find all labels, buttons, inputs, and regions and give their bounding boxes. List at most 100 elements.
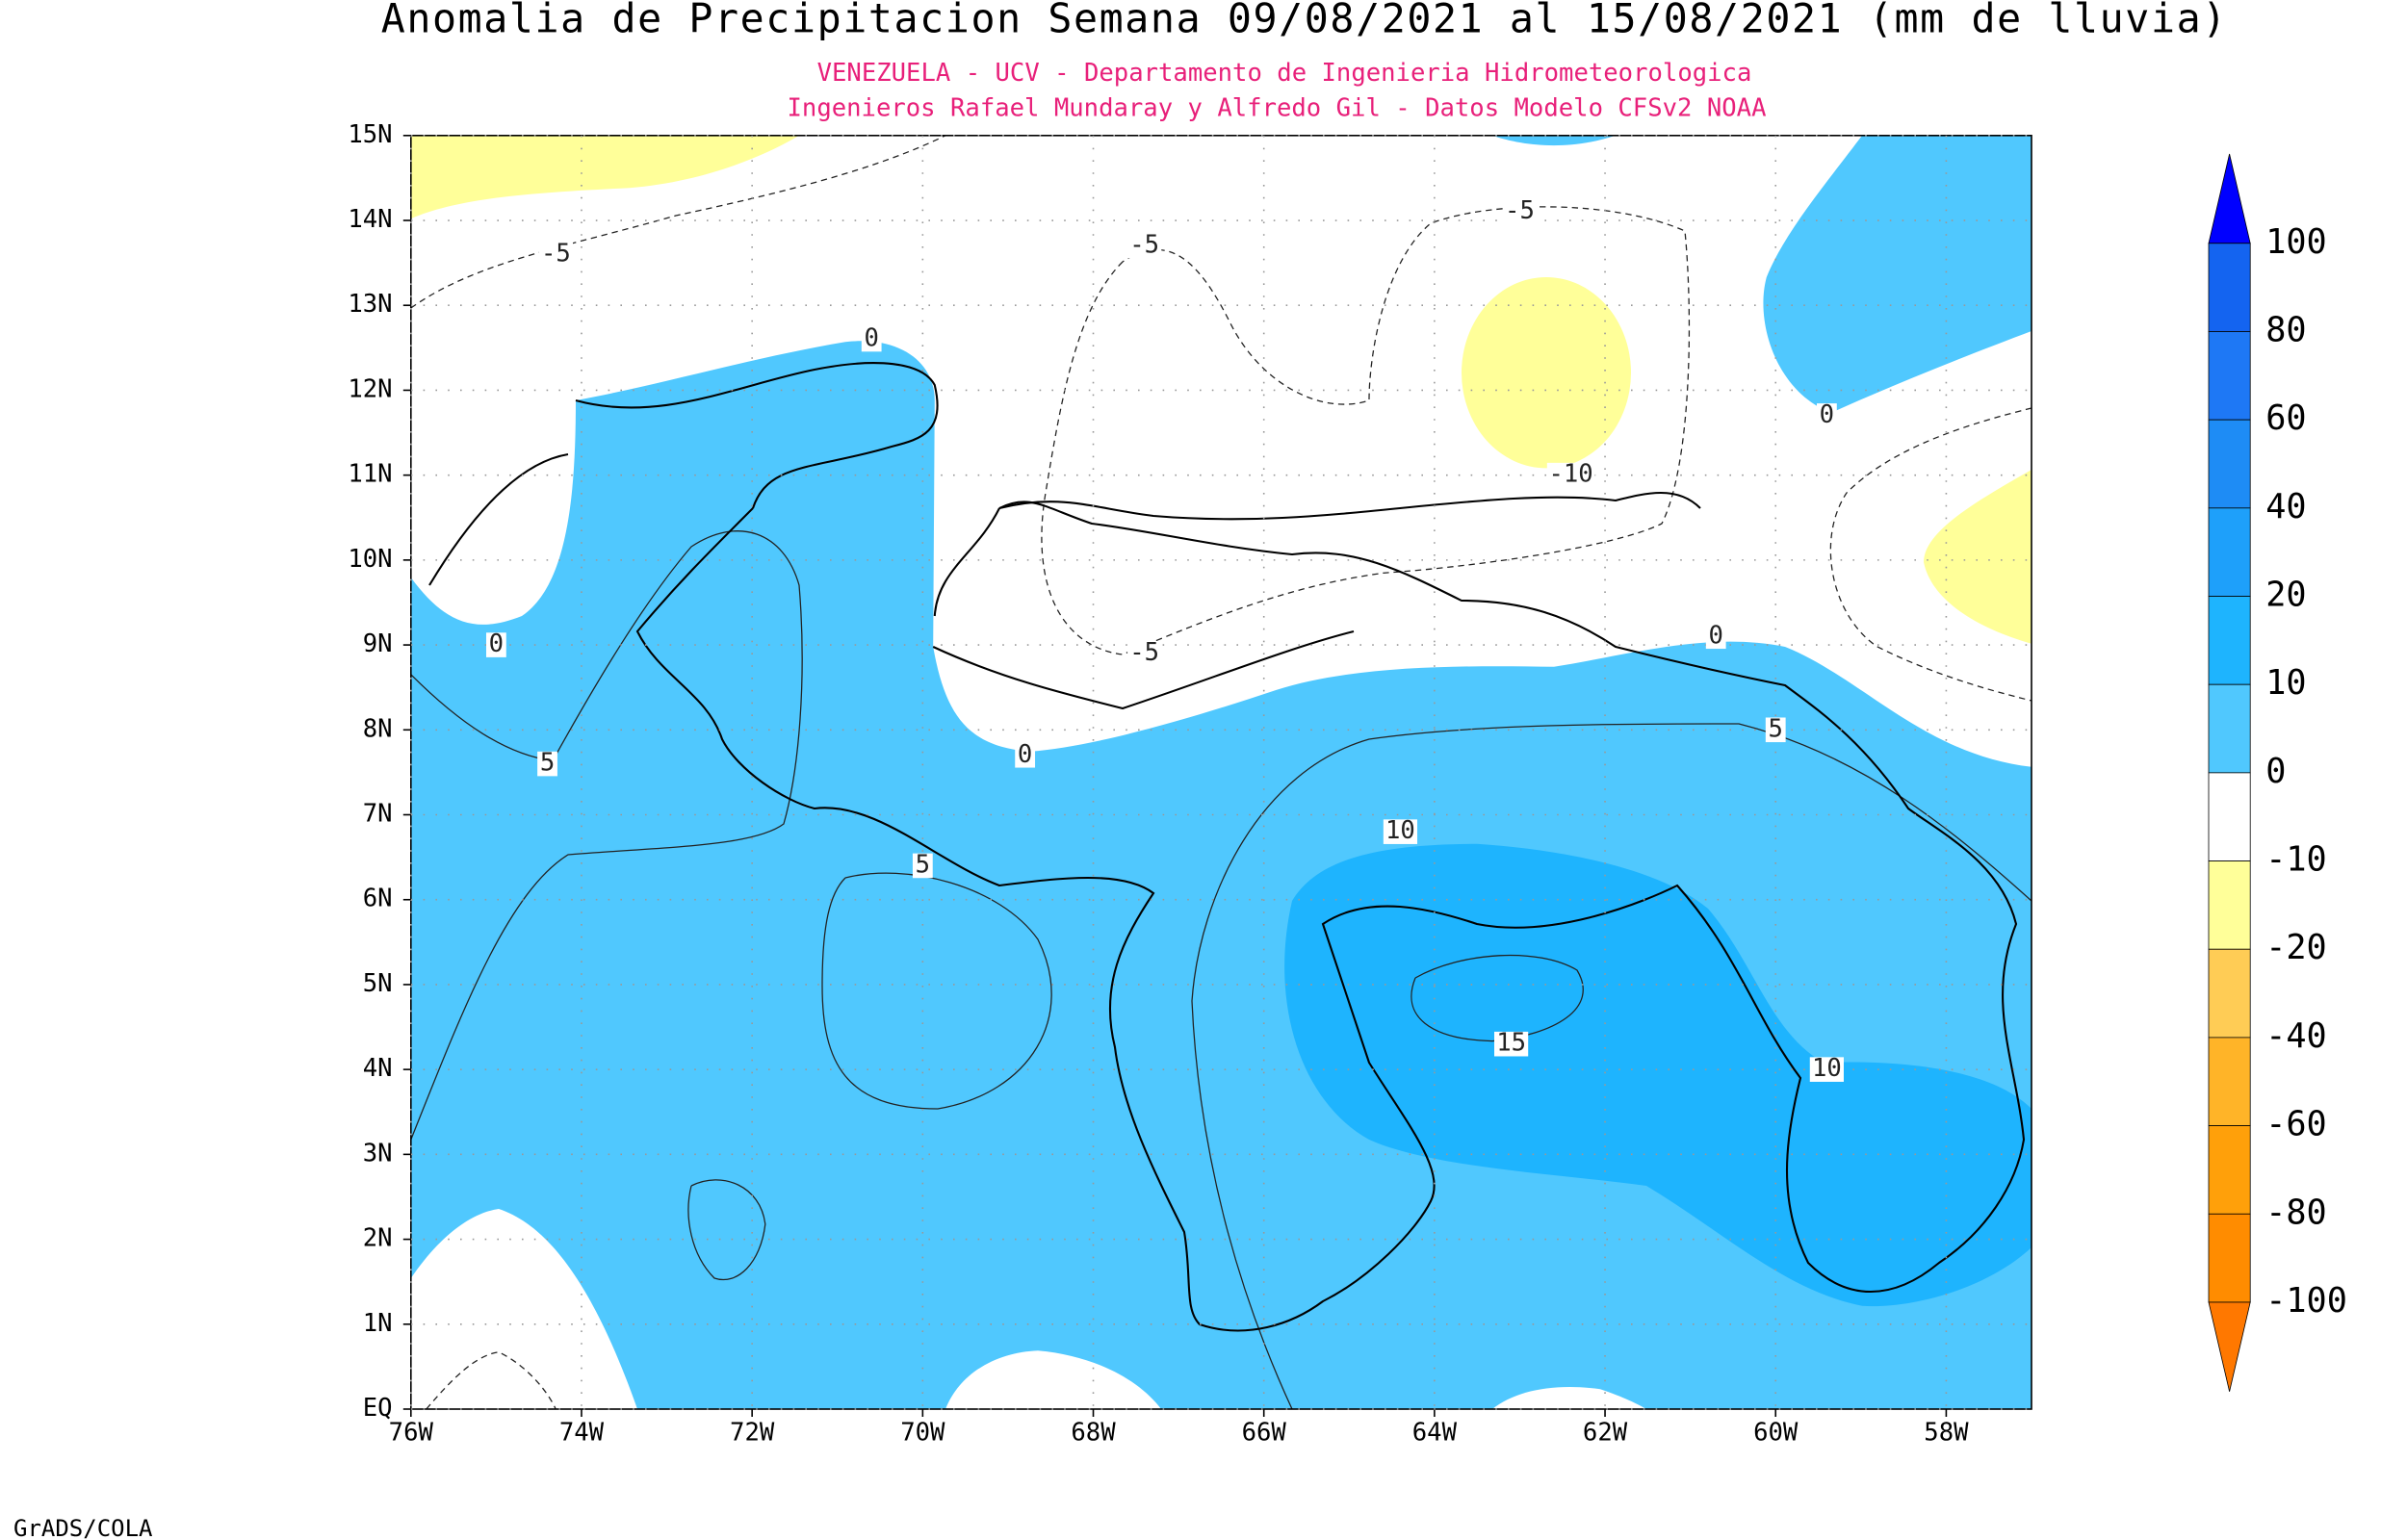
- y-tick-label: 2N: [363, 1224, 393, 1253]
- contour-label: -10: [1548, 460, 1592, 489]
- y-tick-label: 11N: [348, 460, 392, 489]
- contour-label-bg: [1494, 1031, 1529, 1057]
- contour-label-bg: [1127, 641, 1162, 666]
- contour-label: -5: [1129, 230, 1159, 259]
- contour-label: 10: [1812, 1054, 1842, 1083]
- colorbar-label: 0: [2265, 752, 2286, 791]
- contour-label: 10: [1385, 816, 1415, 845]
- contour-label-bg: [537, 751, 557, 777]
- x-tick-label: 62W: [1583, 1419, 1628, 1448]
- subtitle: VENEZUELA - UCV - Departamento de Ingeni…: [817, 59, 1752, 88]
- contour-label-bg: [1127, 233, 1162, 259]
- contour-line: [410, 530, 803, 1141]
- contour-label-bg: [1383, 819, 1418, 844]
- x-tick-label: 72W: [730, 1419, 775, 1448]
- contour-label: 5: [540, 749, 555, 778]
- fill-region: [1284, 843, 2032, 1307]
- contour-label: 15: [1496, 1029, 1526, 1058]
- contour-line: [1411, 954, 1584, 1042]
- colorbar-label: 20: [2265, 576, 2306, 615]
- y-tick-label: 7N: [363, 800, 393, 829]
- colorbar-label: 40: [2265, 487, 2306, 526]
- fill-region: [410, 135, 799, 219]
- y-tick-label: 9N: [363, 629, 393, 658]
- colorbar-segment: [2208, 860, 2251, 950]
- fill-region: [1492, 1387, 1646, 1409]
- contour-label: 5: [916, 850, 930, 879]
- contour-label-bg: [485, 632, 506, 657]
- contour-label-bg: [1015, 742, 1036, 768]
- contour-label: -5: [1129, 638, 1159, 667]
- contour-label-bg: [1546, 462, 1595, 488]
- y-tick-label: 5N: [363, 969, 393, 998]
- colorbar-segment: [2208, 331, 2251, 421]
- contour-line: [426, 1351, 556, 1410]
- colorbar-segment: [2208, 1037, 2251, 1127]
- contour-line: [1829, 407, 2032, 702]
- contour-label: 0: [1709, 621, 1723, 650]
- contour-label: 0: [864, 324, 878, 353]
- plot-frame: [410, 135, 2032, 1410]
- colorbar-segment: [2208, 596, 2251, 685]
- colorbar-label: -10: [2265, 840, 2327, 880]
- y-tick-label: 6N: [363, 885, 393, 913]
- y-tick-label: 10N: [348, 545, 392, 574]
- contour-label-bg: [1816, 403, 1837, 428]
- colorbar-label: -40: [2265, 1016, 2327, 1056]
- x-tick-label: 60W: [1753, 1419, 1799, 1448]
- fill-region: [410, 1209, 637, 1409]
- fill-region: [945, 1350, 1161, 1409]
- subtitle: Ingenieros Rafael Mundaray y Alfredo Gil…: [788, 94, 1767, 123]
- coastline: [932, 629, 1355, 710]
- colorbar-segment: [2208, 1213, 2251, 1303]
- colorbar-segment: [2208, 243, 2251, 332]
- colorbar-segment: [2208, 683, 2251, 774]
- y-tick-label: 12N: [348, 374, 392, 403]
- colorbar-label: 80: [2265, 310, 2306, 349]
- x-tick-label: 64W: [1412, 1419, 1458, 1448]
- y-tick-label: 3N: [363, 1139, 393, 1168]
- contour-label-bg: [1502, 199, 1538, 224]
- contour-line: [821, 872, 1052, 1110]
- y-tick-label: 15N: [348, 120, 392, 149]
- colorbar-label: 100: [2265, 222, 2327, 262]
- colorbar-label: 10: [2265, 663, 2306, 703]
- colorbar-cap: [2208, 153, 2251, 244]
- x-tick-label: 66W: [1242, 1419, 1287, 1448]
- contour-label: 0: [489, 629, 504, 658]
- fill-region: [1924, 470, 2032, 644]
- coastlines: [428, 362, 2026, 1332]
- y-tick-label: 4N: [363, 1054, 393, 1083]
- colorbar-cap: [2208, 1301, 2251, 1392]
- x-tick-label: 76W: [389, 1419, 434, 1448]
- colorbar-segment: [2208, 948, 2251, 1039]
- contour-label: 0: [1018, 740, 1032, 769]
- contour-label-bg: [538, 242, 574, 268]
- contour-label-bg: [1765, 717, 1786, 743]
- colorbar-label: -100: [2265, 1281, 2347, 1321]
- contour-label-bg: [1705, 624, 1726, 650]
- contour-label-bg: [1809, 1057, 1844, 1082]
- y-tick-label: EQ: [363, 1394, 393, 1423]
- contour-label: 0: [1820, 400, 1834, 429]
- colorbar-label: -20: [2265, 928, 2327, 967]
- y-tick-label: 1N: [363, 1309, 393, 1338]
- colorbar-segment: [2208, 507, 2251, 597]
- fill-region: [1492, 135, 1616, 146]
- contour-line: [687, 1179, 766, 1281]
- contour-line: [1191, 723, 2032, 1410]
- x-tick-label: 70W: [900, 1419, 945, 1448]
- contour-label-bg: [861, 326, 882, 352]
- colorbar-label: 60: [2265, 398, 2306, 438]
- colorbar-segment: [2208, 772, 2251, 861]
- fills: [410, 135, 2032, 1410]
- map-title: Anomalia de Precipitacion Semana 09/08/2…: [381, 0, 2228, 41]
- fill-region: [1763, 135, 2032, 413]
- colorbar-segment: [2208, 419, 2251, 509]
- colorbar-label: -80: [2265, 1193, 2327, 1232]
- contour-label-bg: [912, 853, 933, 879]
- credit: GrADS/COLA: [13, 1515, 153, 1540]
- contour-line: [410, 135, 946, 309]
- coastline: [998, 491, 1701, 521]
